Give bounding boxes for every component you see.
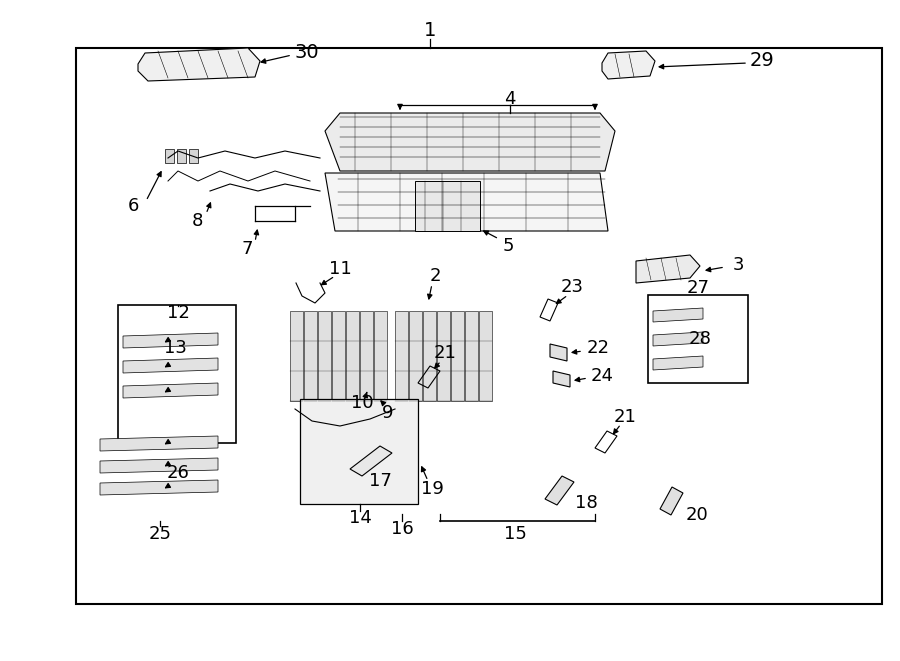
Text: 5: 5 xyxy=(502,237,514,255)
Bar xyxy=(177,149,186,163)
Text: 30: 30 xyxy=(294,44,320,63)
Text: 26: 26 xyxy=(166,464,189,482)
Polygon shape xyxy=(100,480,218,495)
Bar xyxy=(415,181,480,231)
Text: 16: 16 xyxy=(391,520,413,538)
Bar xyxy=(395,311,408,401)
Bar xyxy=(304,311,317,401)
Text: 24: 24 xyxy=(590,367,614,385)
Text: 7: 7 xyxy=(241,240,253,258)
Polygon shape xyxy=(325,173,608,231)
Bar xyxy=(360,311,373,401)
Text: 22: 22 xyxy=(587,339,609,357)
Text: 20: 20 xyxy=(686,506,708,524)
Polygon shape xyxy=(325,113,615,171)
Polygon shape xyxy=(100,458,218,473)
Polygon shape xyxy=(602,51,655,79)
Bar xyxy=(479,311,492,401)
Polygon shape xyxy=(636,255,700,283)
Text: 1: 1 xyxy=(424,22,436,40)
Text: 18: 18 xyxy=(574,494,598,512)
Text: 23: 23 xyxy=(561,278,583,296)
Text: 12: 12 xyxy=(166,304,189,322)
Polygon shape xyxy=(653,332,703,346)
Bar xyxy=(451,311,464,401)
Text: 2: 2 xyxy=(429,267,441,285)
Text: 6: 6 xyxy=(127,197,139,215)
Polygon shape xyxy=(123,383,218,398)
Bar xyxy=(318,311,331,401)
Text: 21: 21 xyxy=(614,408,636,426)
Text: 25: 25 xyxy=(148,525,172,543)
Bar xyxy=(332,311,345,401)
Bar xyxy=(374,311,387,401)
Text: 9: 9 xyxy=(382,404,394,422)
Bar xyxy=(437,311,450,401)
Bar xyxy=(465,311,478,401)
Polygon shape xyxy=(550,344,567,361)
Bar xyxy=(409,311,422,401)
Text: 15: 15 xyxy=(504,525,526,543)
Text: 4: 4 xyxy=(504,90,516,108)
Bar xyxy=(423,311,436,401)
Bar xyxy=(346,311,359,401)
Text: 13: 13 xyxy=(164,339,186,357)
Polygon shape xyxy=(350,446,392,476)
Text: 28: 28 xyxy=(688,330,711,348)
Text: 14: 14 xyxy=(348,509,372,527)
Polygon shape xyxy=(653,356,703,370)
Polygon shape xyxy=(553,371,570,387)
Bar xyxy=(165,149,174,163)
Text: 27: 27 xyxy=(687,279,709,297)
Bar xyxy=(76,48,882,604)
Polygon shape xyxy=(100,436,218,451)
Text: 21: 21 xyxy=(434,344,456,362)
Text: 8: 8 xyxy=(192,212,202,230)
Text: 3: 3 xyxy=(733,256,743,274)
Bar xyxy=(189,149,198,163)
Text: 17: 17 xyxy=(369,472,392,490)
Polygon shape xyxy=(123,333,218,348)
Text: 19: 19 xyxy=(420,480,444,498)
Polygon shape xyxy=(138,48,260,81)
Text: 11: 11 xyxy=(328,260,351,278)
Bar xyxy=(290,311,303,401)
Polygon shape xyxy=(653,308,703,322)
Polygon shape xyxy=(545,476,574,505)
Bar xyxy=(648,295,748,383)
Polygon shape xyxy=(123,358,218,373)
Polygon shape xyxy=(660,487,683,515)
Text: 10: 10 xyxy=(351,394,374,412)
Bar xyxy=(300,399,418,504)
Bar xyxy=(118,305,236,443)
Text: 29: 29 xyxy=(750,52,774,71)
